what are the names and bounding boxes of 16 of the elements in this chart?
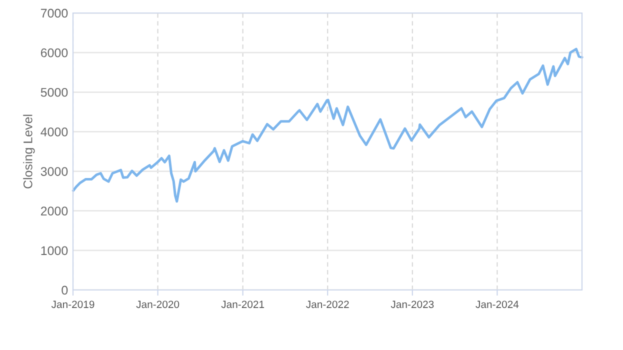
x-tick-label: Jan-2022 — [306, 300, 349, 308]
y-tick-label: 5000 — [40, 88, 68, 97]
y-tick-label: 0 — [62, 286, 68, 295]
line-series — [72, 48, 584, 203]
x-tick-label: Jan-2019 — [51, 300, 94, 308]
y-tick-label: 1000 — [41, 246, 68, 256]
y-tick-label: 4000 — [40, 128, 68, 136]
x-tick-label: Jan-2023 — [390, 300, 434, 308]
y-tick-label: 2000 — [40, 206, 68, 216]
y-tick-label: 7000 — [40, 8, 68, 18]
x-tick-label: Jan-2020 — [136, 300, 180, 308]
y-axis-title: Closing Level — [23, 114, 35, 188]
x-tick-label: Jan-2024 — [476, 300, 519, 308]
x-tick-label: Jan-2021 — [221, 300, 264, 308]
y-tick-label: 6000 — [40, 48, 68, 58]
y-tick-label: 3000 — [40, 167, 68, 176]
